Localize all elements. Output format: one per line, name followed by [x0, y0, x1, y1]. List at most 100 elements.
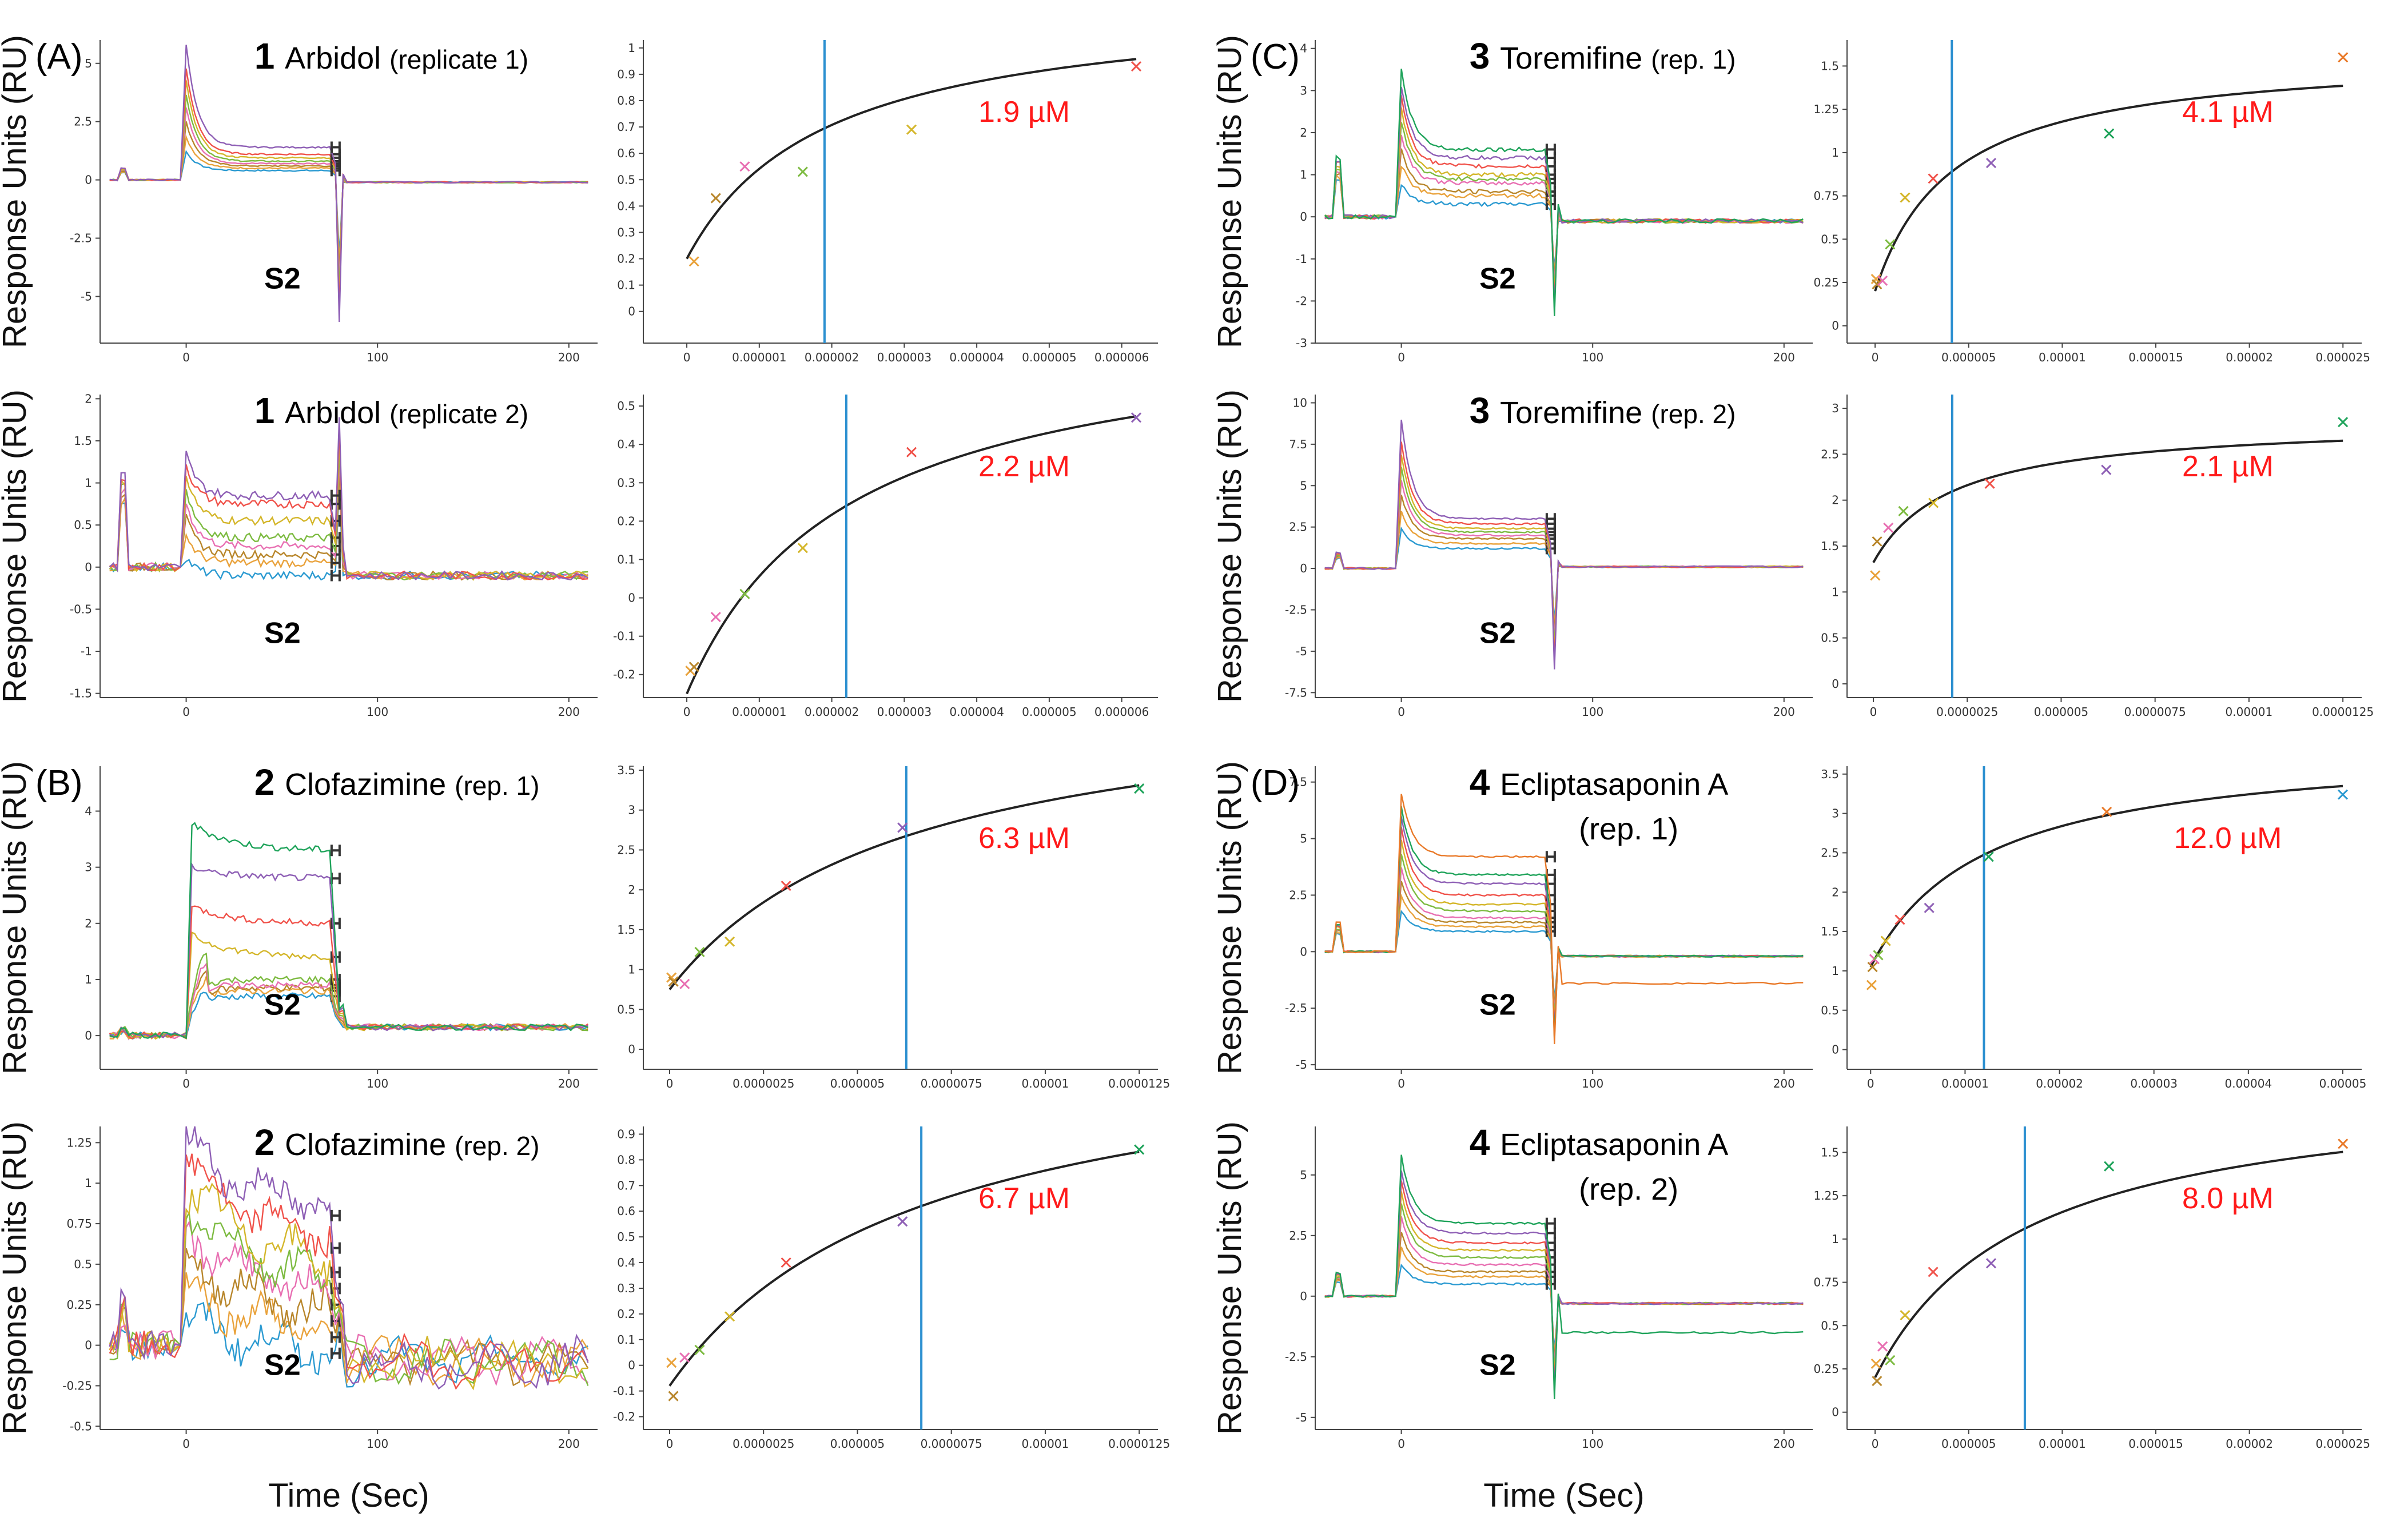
sensorgram-curve [109, 467, 588, 581]
s2-label: S2 [1479, 1349, 1516, 1382]
sensorgram-curve [109, 905, 588, 1040]
x-tick-label: 100 [1582, 705, 1603, 719]
data-point [694, 1344, 705, 1355]
x-tick-label: 0.00001 [1022, 1437, 1069, 1451]
s2-label: S2 [1479, 617, 1516, 650]
x-tick-label: 0 [1872, 1437, 1879, 1451]
y-tick-label: 1 [1832, 585, 1839, 599]
sensorgram-curve [1324, 148, 1804, 281]
y-tick-label: 0.2 [617, 252, 635, 266]
y-tick-label: 0.1 [617, 278, 635, 292]
y-tick-label: 2 [85, 917, 92, 930]
data-point [1131, 61, 1142, 72]
y-tick-label: -0.2 [613, 668, 635, 682]
x-tick-label: 0 [182, 705, 190, 719]
sensorgram-curve [109, 862, 588, 1039]
y-tick-label: -5 [1296, 644, 1307, 658]
affinity-fit-4: 0.9 0.8 0.7 0.6 0.5 0.4 0.3 0.2 0.1 0 -0.1 -0.2 0 0.0… [613, 1126, 1170, 1451]
y-tick-label: 0.2 [617, 1307, 635, 1321]
y-tick-label: 0 [85, 173, 92, 187]
affinity-fit-7: 3.5 3 2.5 2 1.5 1 0.5 0 0 0.00001 0.00002 0.00003 0.… [1821, 766, 2366, 1090]
y-tick-label: -2.5 [70, 232, 92, 245]
x-tick-label: 0.000005 [1022, 705, 1076, 719]
x-tick-label: 0.000005 [1941, 1437, 1996, 1451]
y-tick-label: 0.3 [617, 1281, 635, 1295]
y-tick-label: 0 [1300, 1289, 1307, 1303]
x-tick-label: 0.00001 [1022, 1077, 1069, 1090]
y-tick-label: 0.9 [617, 1127, 635, 1141]
y-tick-label: 1.5 [1821, 1145, 1839, 1159]
x-tick-label: 0.0000075 [921, 1437, 982, 1451]
y-tick-label: -5 [1296, 1411, 1307, 1424]
affinity-fit-8: 1.5 1.25 1 0.75 0.5 0.25 0 0 0.000005 0.00001 0.00… [1813, 1126, 2370, 1451]
y-tick-label: 0.9 [617, 67, 635, 81]
y-tick-label: 0.25 [1813, 276, 1839, 289]
data-point [1885, 1355, 1896, 1365]
y-tick-label: 4 [1300, 42, 1307, 55]
y-tick-label: 0.75 [1813, 1276, 1839, 1289]
y-tick-label: -0.25 [62, 1379, 92, 1392]
y-tick-label: 0.5 [617, 173, 635, 186]
x-tick-label: 0 [182, 351, 190, 364]
x-tick-label: 0 [1870, 705, 1877, 719]
x-tick-label: 0.00001 [2226, 705, 2273, 719]
compound-number: 2 [254, 762, 285, 803]
kd-value: 4.1 µM [2182, 95, 2274, 129]
panel-letter: (D) [1251, 763, 1300, 803]
sensorgram-curve [109, 417, 588, 581]
data-point [679, 978, 690, 989]
y-tick-label: 1 [1832, 1232, 1839, 1246]
replicate-label: (rep. 2) [455, 1131, 539, 1161]
sensorgram-curve [109, 822, 588, 1039]
compound-name: Arbidol [285, 396, 389, 430]
y-tick-label: 7.5 [1289, 437, 1307, 451]
y-tick-label: -1 [1296, 252, 1307, 266]
data-point [2104, 128, 2115, 139]
y-tick-label: 2 [1832, 493, 1839, 507]
kd-value: 2.1 µM [2182, 450, 2274, 483]
x-tick-label: 0.000004 [949, 351, 1004, 364]
x-tick-label: 0.0000125 [2312, 705, 2374, 719]
sensorgram-2: 2 1.5 1 0.5 0 -0.5 -1 -1.5 0 100 200 S2 1 Arbidol (r… [70, 390, 598, 719]
sensorgram-curve [109, 1182, 588, 1391]
y-tick-label: 0.8 [617, 94, 635, 107]
y-tick-label: 0 [1832, 1405, 1839, 1419]
data-point [725, 1311, 735, 1322]
data-point [725, 936, 735, 947]
compound-name: Clofazimine [285, 767, 455, 802]
data-point [1866, 979, 1877, 990]
data-point [2101, 806, 2112, 817]
y-tick-label: 2.5 [1821, 447, 1839, 461]
x-tick-label: 0.0000125 [1108, 1437, 1170, 1451]
sensorgram-curve [109, 487, 588, 581]
x-tick-label: 200 [1773, 1077, 1795, 1090]
y-tick-label: 3 [85, 861, 92, 874]
y-tick-label: 1.5 [617, 923, 635, 937]
x-tick-label: 0 [1398, 1077, 1405, 1090]
y-tick-label: 0.75 [1813, 189, 1839, 203]
y-tick-label: 0.3 [617, 476, 635, 489]
sensorgram-curve [109, 107, 588, 284]
y-tick-label: 0.25 [1813, 1362, 1839, 1376]
x-tick-label: 100 [367, 351, 388, 364]
y-tick-label: -1.5 [70, 687, 92, 700]
x-tick-label: 0 [1398, 1437, 1405, 1451]
x-tick-label: 0.000015 [2128, 351, 2183, 364]
data-point [1131, 412, 1142, 423]
x-tick-label: 0.00002 [2226, 1437, 2273, 1451]
data-point [710, 612, 721, 623]
injection-end-marker [1545, 513, 1556, 525]
data-point [1134, 783, 1145, 794]
data-point [2338, 1138, 2349, 1149]
fit-curve [1874, 1150, 2343, 1379]
y-tick-label: -7.5 [1285, 686, 1307, 699]
y-tick-label: 1 [85, 1176, 92, 1190]
data-point [2338, 52, 2349, 63]
y-tick-label: 5 [1300, 832, 1307, 846]
injection-end-marker [330, 570, 341, 582]
data-point [1928, 1267, 1939, 1277]
y-axis-label: Response Units (RU) [0, 761, 33, 1074]
y-tick-label: 0.8 [617, 1153, 635, 1166]
sensorgram-7: 7.5 5 2.5 0 -2.5 -5 0 100 200 S2 4 Ecliptasaponin … [1251, 762, 1813, 1090]
y-tick-label: 0.75 [66, 1217, 92, 1231]
